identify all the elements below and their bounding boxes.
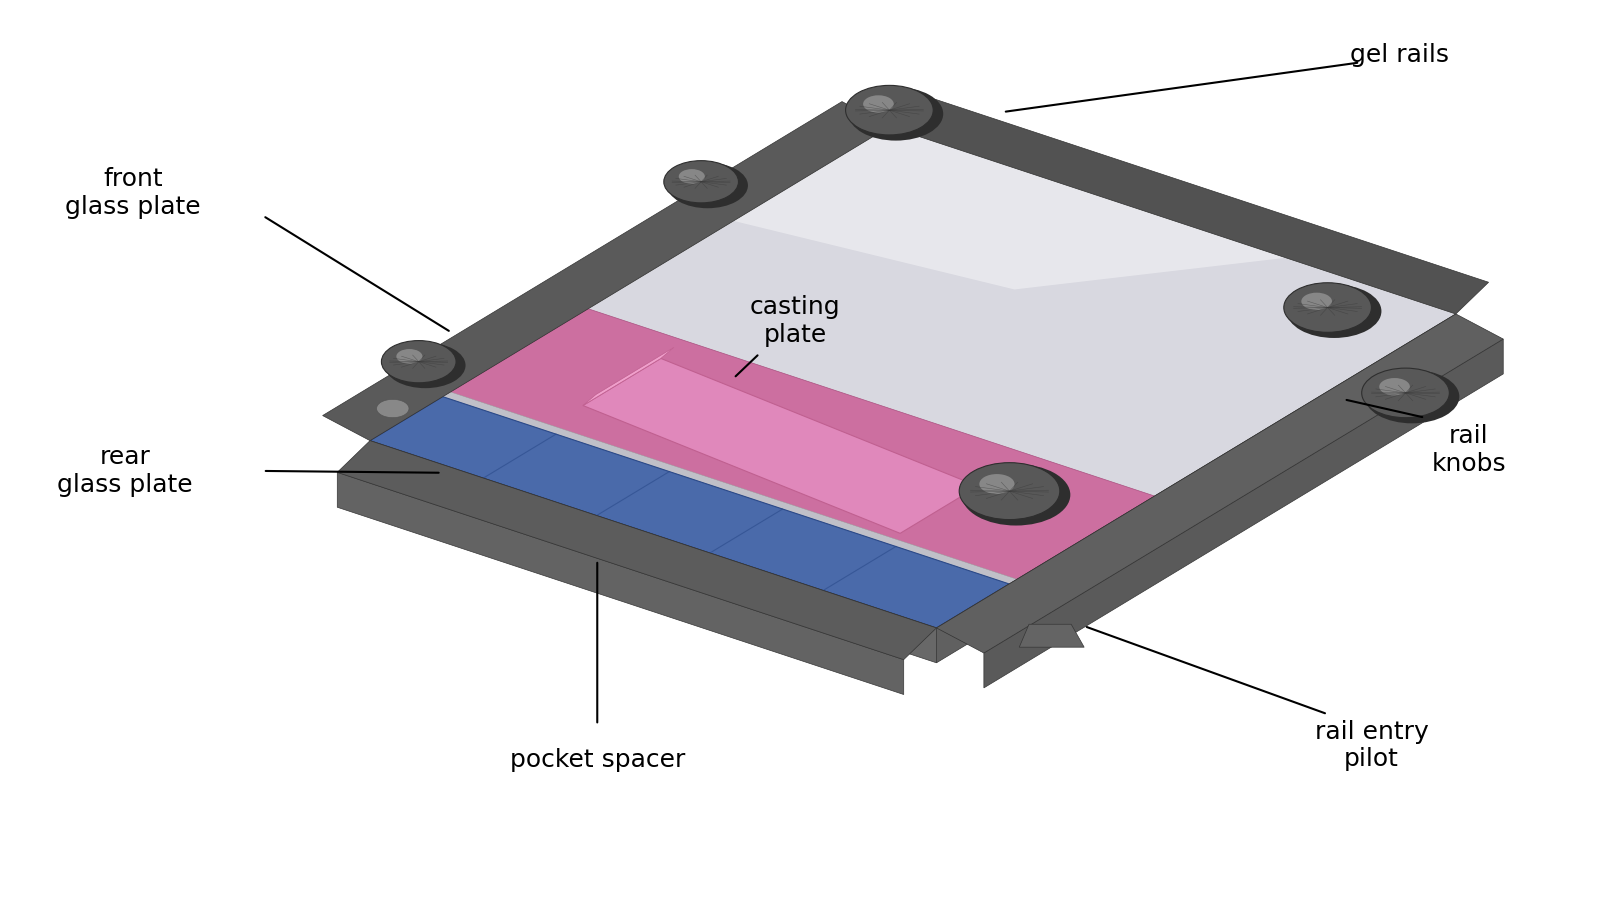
Polygon shape (984, 339, 1503, 688)
Polygon shape (443, 392, 1018, 584)
Circle shape (1362, 368, 1449, 418)
Polygon shape (583, 347, 674, 406)
Text: front
glass plate: front glass plate (65, 167, 201, 218)
Circle shape (396, 349, 422, 364)
Circle shape (1302, 293, 1332, 310)
Circle shape (377, 399, 409, 418)
Circle shape (678, 169, 704, 184)
Text: rail
knobs: rail knobs (1431, 424, 1506, 476)
Polygon shape (338, 473, 904, 695)
Text: pocket spacer: pocket spacer (510, 748, 685, 772)
Polygon shape (370, 397, 1010, 628)
Polygon shape (936, 314, 1503, 653)
Circle shape (962, 465, 1070, 525)
Text: rail entry
pilot: rail entry pilot (1315, 720, 1428, 771)
Polygon shape (936, 314, 1456, 663)
Text: rear
glass plate: rear glass plate (57, 445, 193, 497)
Polygon shape (370, 127, 1456, 628)
Polygon shape (323, 102, 889, 441)
Circle shape (863, 95, 894, 113)
Polygon shape (370, 308, 1154, 628)
Text: casting
plate: casting plate (750, 296, 841, 347)
Text: gel rails: gel rails (1350, 43, 1448, 67)
Circle shape (1365, 370, 1459, 423)
Circle shape (664, 161, 738, 203)
Circle shape (979, 474, 1014, 494)
Polygon shape (583, 358, 979, 533)
Circle shape (1380, 378, 1410, 396)
Circle shape (959, 463, 1060, 520)
Circle shape (1284, 283, 1371, 332)
Polygon shape (734, 127, 1285, 289)
Polygon shape (338, 441, 936, 660)
Polygon shape (370, 441, 936, 663)
Circle shape (385, 342, 466, 388)
Circle shape (846, 85, 933, 135)
Polygon shape (1019, 624, 1084, 647)
Circle shape (667, 162, 748, 208)
Circle shape (849, 87, 943, 140)
Circle shape (1287, 285, 1381, 338)
Polygon shape (889, 95, 1488, 314)
Circle shape (381, 341, 456, 383)
